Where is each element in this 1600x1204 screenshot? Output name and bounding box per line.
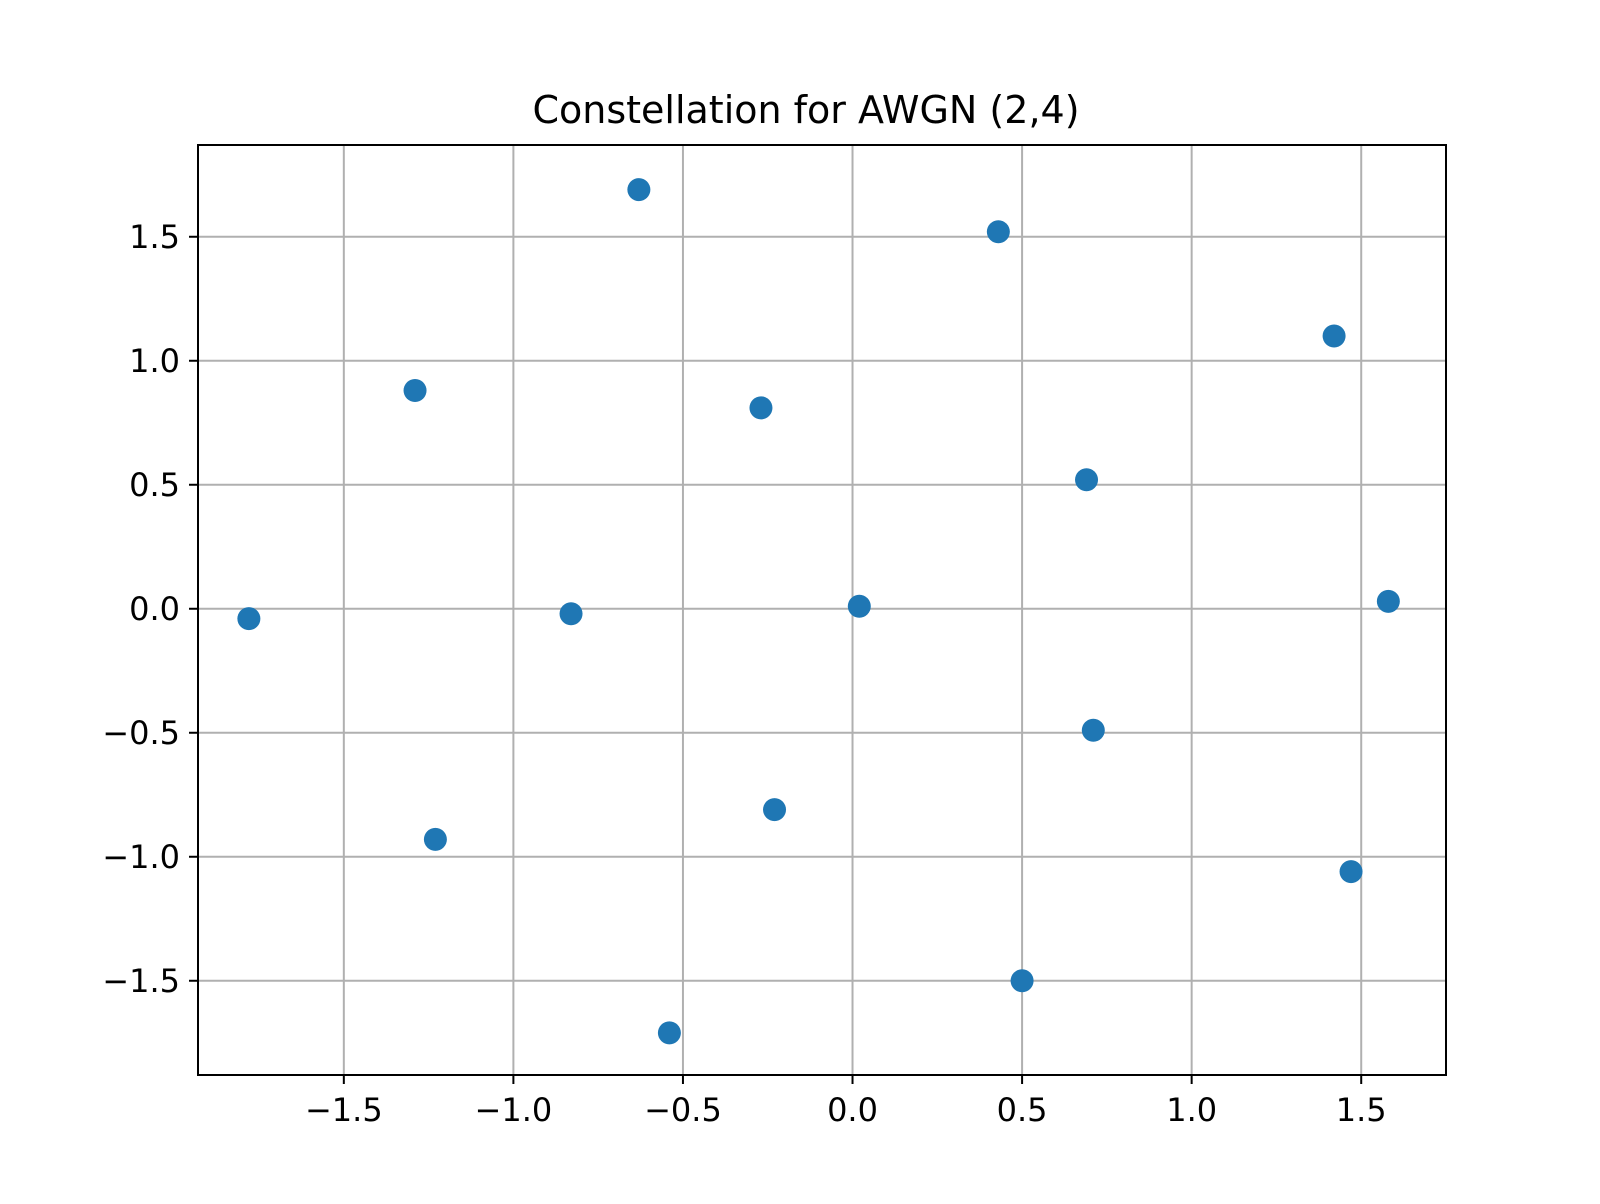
- data-point-10: [986, 220, 1010, 244]
- x-axis: −1.5 −1.0 −0.5 0.0 0.5 1.0 1.5: [305, 1075, 1387, 1129]
- x-tick-label: 0.0: [827, 1091, 878, 1129]
- data-point-4: [559, 602, 583, 626]
- x-tick-label: 1.0: [1166, 1091, 1217, 1129]
- y-tick-label: −1.0: [102, 838, 180, 876]
- y-tick-label: −1.5: [102, 962, 180, 1000]
- x-tick-label: 0.5: [997, 1091, 1048, 1129]
- x-tick-label: −1.5: [305, 1091, 383, 1129]
- data-points: [237, 178, 1400, 1045]
- y-tick-label: 1.0: [129, 342, 180, 380]
- x-tick-label: −0.5: [644, 1091, 722, 1129]
- y-axis: −1.5 −1.0 −0.5 0.0 0.5 1.0 1.5: [102, 218, 198, 1000]
- y-tick-label: 1.5: [129, 218, 180, 256]
- x-tick-label: 1.5: [1336, 1091, 1387, 1129]
- data-point-12: [1075, 468, 1099, 492]
- data-point-8: [763, 798, 787, 822]
- x-tick-label: −1.0: [475, 1091, 553, 1129]
- data-point-16: [1376, 589, 1400, 613]
- data-point-5: [627, 178, 651, 202]
- data-point-6: [657, 1021, 681, 1045]
- data-point-7: [749, 396, 773, 420]
- y-tick-label: 0.0: [129, 590, 180, 628]
- data-point-2: [403, 379, 427, 403]
- y-tick-label: −0.5: [102, 714, 180, 752]
- data-point-13: [1081, 718, 1105, 742]
- data-point-15: [1339, 860, 1363, 884]
- data-point-9: [847, 594, 871, 618]
- data-point-3: [423, 827, 447, 851]
- axes-frame: [197, 144, 1447, 1076]
- data-point-1: [237, 607, 261, 631]
- chart-title: Constellation for AWGN (2,4): [532, 88, 1079, 132]
- y-tick-label: 0.5: [129, 466, 180, 504]
- data-point-14: [1322, 324, 1346, 348]
- data-point-11: [1010, 969, 1034, 993]
- grid-lines: [198, 145, 1446, 1075]
